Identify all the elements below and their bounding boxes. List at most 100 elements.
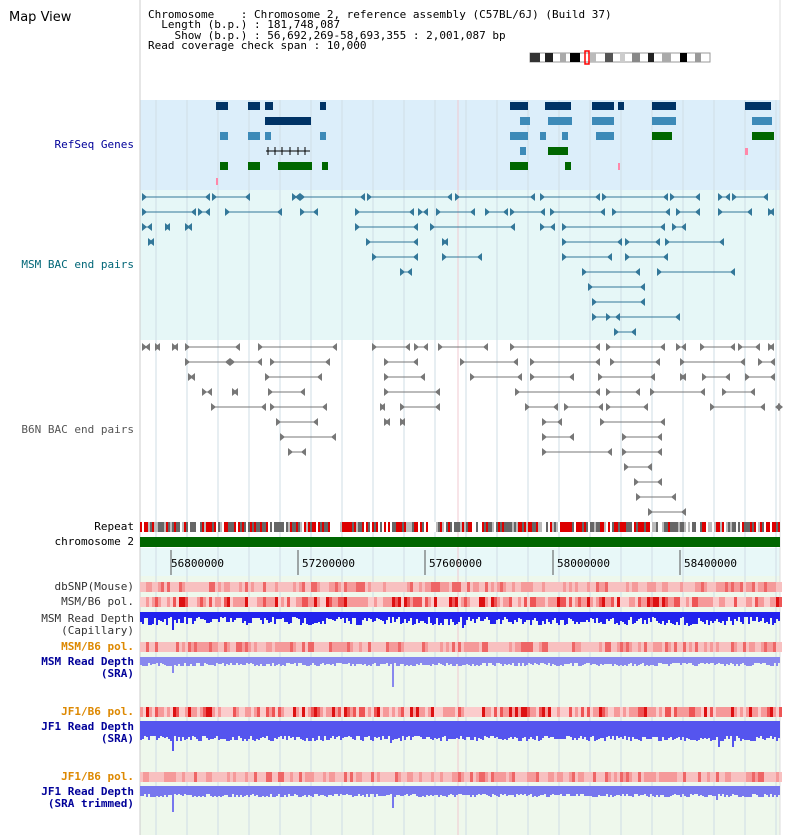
- gene-feature-pink[interactable]: [745, 148, 748, 155]
- repeat-segment: [352, 522, 354, 532]
- pol-cell: [488, 772, 491, 782]
- pol-cell: [344, 707, 347, 717]
- pol-cell: [380, 772, 383, 782]
- gene-feature[interactable]: [248, 132, 260, 140]
- gene-feature[interactable]: [618, 102, 624, 110]
- track-label-msm-depth-sra[interactable]: MSM Read Depth (SRA): [41, 655, 134, 680]
- gene-feature[interactable]: [752, 132, 774, 140]
- msm-bac-pairs[interactable]: [142, 193, 774, 336]
- gene-feature[interactable]: [548, 117, 572, 125]
- pol-cell: [227, 582, 230, 592]
- pol-cell: [296, 597, 299, 607]
- gene-feature[interactable]: [520, 147, 526, 155]
- gene-feature-pink[interactable]: [216, 178, 218, 185]
- gene-feature[interactable]: [592, 117, 614, 125]
- pol-cell: [671, 772, 674, 782]
- gene-feature[interactable]: [520, 117, 530, 125]
- gene-feature[interactable]: [320, 132, 326, 140]
- refseq-genes[interactable]: [216, 102, 774, 185]
- gene-feature[interactable]: [652, 132, 672, 140]
- pol-cell: [599, 642, 602, 652]
- depth-bar: [142, 612, 144, 624]
- depth-bar: [582, 657, 584, 665]
- depth-bar: [194, 786, 196, 796]
- depth-bar: [716, 786, 718, 800]
- gene-feature[interactable]: [216, 102, 228, 110]
- depth-bar: [552, 612, 554, 620]
- pol-cell: [185, 772, 188, 782]
- track-label-dbsnp[interactable]: dbSNP(Mouse): [54, 580, 134, 593]
- pol-cell: [584, 597, 587, 607]
- pol-cell: [569, 597, 572, 607]
- chromosome-ideogram[interactable]: [529, 50, 711, 65]
- depth-bar: [728, 612, 730, 617]
- depth-bar: [400, 721, 402, 741]
- gene-feature[interactable]: [652, 102, 676, 110]
- gene-feature[interactable]: [220, 132, 228, 140]
- pol-cell: [464, 707, 467, 717]
- depth-bar: [592, 786, 594, 797]
- bac-end-arrow: [564, 403, 569, 411]
- track-label-msm-bac[interactable]: MSM BAC end pairs: [21, 258, 134, 271]
- track-label-msm-depth-capillary[interactable]: MSM Read Depth (Capillary): [41, 612, 134, 637]
- track-label-b6n-bac[interactable]: B6N BAC end pairs: [21, 423, 134, 436]
- gene-feature[interactable]: [265, 132, 271, 140]
- depth-bar: [518, 721, 520, 741]
- gene-feature[interactable]: [596, 132, 614, 140]
- pol-cell: [254, 772, 257, 782]
- gene-feature[interactable]: [510, 102, 528, 110]
- chromosome-bar[interactable]: [140, 537, 780, 547]
- repeat-track[interactable]: [140, 522, 780, 532]
- gene-feature[interactable]: [652, 117, 676, 125]
- depth-bar: [192, 612, 194, 624]
- gene-feature[interactable]: [322, 162, 328, 170]
- track-label-msm-b6-pol-orange[interactable]: MSM/B6 pol.: [61, 640, 134, 653]
- gene-feature[interactable]: [592, 102, 614, 110]
- depth-bar: [468, 786, 470, 795]
- track-label-repeat[interactable]: Repeat: [94, 520, 134, 533]
- depth-bar: [228, 786, 230, 797]
- track-label-jf1-b6-pol-2[interactable]: JF1/B6 pol.: [61, 770, 134, 783]
- gene-feature[interactable]: [562, 132, 568, 140]
- pol-cell: [674, 582, 677, 592]
- gene-feature[interactable]: [320, 102, 326, 110]
- depth-bar: [652, 657, 654, 665]
- gene-feature[interactable]: [565, 162, 571, 170]
- gene-feature[interactable]: [540, 132, 546, 140]
- depth-bar: [498, 612, 500, 619]
- track-label-jf1-depth-sra[interactable]: JF1 Read Depth (SRA): [41, 720, 134, 745]
- gene-feature[interactable]: [752, 117, 772, 125]
- depth-bar: [518, 786, 520, 795]
- pol-cell: [701, 642, 704, 652]
- pol-cell: [338, 597, 341, 607]
- pol-cell: [725, 597, 728, 607]
- gene-feature[interactable]: [278, 162, 312, 170]
- pol-cell: [746, 707, 749, 717]
- gene-feature[interactable]: [510, 162, 528, 170]
- track-label-chromosome[interactable]: chromosome 2: [54, 535, 134, 548]
- track-label-msm-b6-pol[interactable]: MSM/B6 pol.: [61, 595, 134, 608]
- gene-feature-pink[interactable]: [618, 163, 620, 170]
- gene-feature[interactable]: [220, 162, 228, 170]
- pol-cell: [266, 582, 269, 592]
- gene-feature[interactable]: [265, 117, 311, 125]
- track-label-refseq[interactable]: RefSeq Genes: [54, 138, 134, 151]
- pol-cell: [572, 582, 575, 592]
- b6n-bac-pairs[interactable]: [142, 343, 783, 516]
- depth-bar: [338, 721, 340, 736]
- pol-cell: [293, 597, 296, 607]
- track-label-jf1-b6-pol[interactable]: JF1/B6 pol.: [61, 705, 134, 718]
- gene-feature[interactable]: [548, 147, 568, 155]
- gene-feature[interactable]: [745, 102, 771, 110]
- depth-bar: [240, 721, 242, 738]
- gene-feature[interactable]: [510, 132, 528, 140]
- pol-cell: [611, 582, 614, 592]
- gene-feature[interactable]: [248, 102, 260, 110]
- pol-cell: [230, 597, 233, 607]
- gene-feature[interactable]: [545, 102, 571, 110]
- gene-feature[interactable]: [265, 102, 273, 110]
- gene-feature[interactable]: [248, 162, 260, 170]
- track-label-jf1-depth-trimmed[interactable]: JF1 Read Depth (SRA trimmed): [41, 785, 134, 810]
- repeat-segment: [370, 522, 372, 532]
